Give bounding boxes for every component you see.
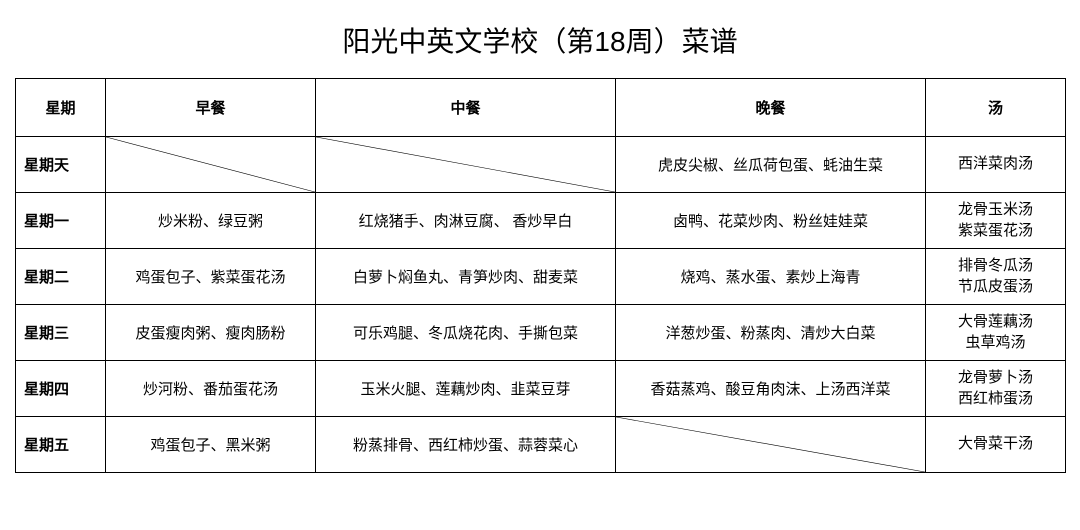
col-header-lunch: 中餐 — [316, 79, 616, 137]
cell-breakfast: 鸡蛋包子、紫菜蛋花汤 — [106, 249, 316, 305]
cell-lunch: 白萝卜焖鱼丸、青笋炒肉、甜麦菜 — [316, 249, 616, 305]
cell-soup: 龙骨玉米汤紫菜蛋花汤 — [926, 193, 1066, 249]
table-row: 星期二鸡蛋包子、紫菜蛋花汤白萝卜焖鱼丸、青笋炒肉、甜麦菜烧鸡、蒸水蛋、素炒上海青… — [16, 249, 1066, 305]
cell-lunch: 可乐鸡腿、冬瓜烧花肉、手撕包菜 — [316, 305, 616, 361]
cell-dinner: 洋葱炒蛋、粉蒸肉、清炒大白菜 — [616, 305, 926, 361]
cell-breakfast — [106, 137, 316, 193]
cell-soup: 大骨莲藕汤虫草鸡汤 — [926, 305, 1066, 361]
cell-day: 星期二 — [16, 249, 106, 305]
table-row: 星期五鸡蛋包子、黑米粥粉蒸排骨、西红柿炒蛋、蒜蓉菜心 大骨菜干汤 — [16, 417, 1066, 473]
cell-day: 星期五 — [16, 417, 106, 473]
cell-dinner: 烧鸡、蒸水蛋、素炒上海青 — [616, 249, 926, 305]
col-header-day: 星期 — [16, 79, 106, 137]
cell-day: 星期三 — [16, 305, 106, 361]
cell-day: 星期一 — [16, 193, 106, 249]
table-row: 星期天 虎皮尖椒、丝瓜荷包蛋、蚝油生菜西洋菜肉汤 — [16, 137, 1066, 193]
table-row: 星期一炒米粉、绿豆粥红烧猪手、肉淋豆腐、 香炒早白卤鸭、花菜炒肉、粉丝娃娃菜龙骨… — [16, 193, 1066, 249]
col-header-bf: 早餐 — [106, 79, 316, 137]
cell-soup: 大骨菜干汤 — [926, 417, 1066, 473]
cell-soup: 龙骨萝卜汤西红柿蛋汤 — [926, 361, 1066, 417]
col-header-din: 晚餐 — [616, 79, 926, 137]
cell-soup: 排骨冬瓜汤节瓜皮蛋汤 — [926, 249, 1066, 305]
table-row: 星期三皮蛋瘦肉粥、瘦肉肠粉可乐鸡腿、冬瓜烧花肉、手撕包菜洋葱炒蛋、粉蒸肉、清炒大… — [16, 305, 1066, 361]
cell-lunch: 粉蒸排骨、西红柿炒蛋、蒜蓉菜心 — [316, 417, 616, 473]
cell-dinner: 虎皮尖椒、丝瓜荷包蛋、蚝油生菜 — [616, 137, 926, 193]
cell-breakfast: 炒米粉、绿豆粥 — [106, 193, 316, 249]
cell-dinner — [616, 417, 926, 473]
cell-dinner: 香菇蒸鸡、酸豆角肉沫、上汤西洋菜 — [616, 361, 926, 417]
cell-day: 星期四 — [16, 361, 106, 417]
cell-soup: 西洋菜肉汤 — [926, 137, 1066, 193]
cell-lunch — [316, 137, 616, 193]
cell-day: 星期天 — [16, 137, 106, 193]
cell-breakfast: 皮蛋瘦肉粥、瘦肉肠粉 — [106, 305, 316, 361]
cell-lunch: 玉米火腿、莲藕炒肉、韭菜豆芽 — [316, 361, 616, 417]
cell-breakfast: 鸡蛋包子、黑米粥 — [106, 417, 316, 473]
menu-table: 星期 早餐 中餐 晚餐 汤 星期天虎皮尖椒、丝瓜荷包蛋、蚝油生菜西洋菜肉汤星期一… — [15, 78, 1066, 473]
cell-dinner: 卤鸭、花菜炒肉、粉丝娃娃菜 — [616, 193, 926, 249]
col-header-soup: 汤 — [926, 79, 1066, 137]
page-title: 阳光中英文学校（第18周）菜谱 — [15, 20, 1065, 60]
cell-breakfast: 炒河粉、番茄蛋花汤 — [106, 361, 316, 417]
table-body: 星期天虎皮尖椒、丝瓜荷包蛋、蚝油生菜西洋菜肉汤星期一炒米粉、绿豆粥红烧猪手、肉淋… — [16, 137, 1066, 473]
cell-lunch: 红烧猪手、肉淋豆腐、 香炒早白 — [316, 193, 616, 249]
table-row: 星期四炒河粉、番茄蛋花汤玉米火腿、莲藕炒肉、韭菜豆芽香菇蒸鸡、酸豆角肉沫、上汤西… — [16, 361, 1066, 417]
header-row: 星期 早餐 中餐 晚餐 汤 — [16, 79, 1066, 137]
